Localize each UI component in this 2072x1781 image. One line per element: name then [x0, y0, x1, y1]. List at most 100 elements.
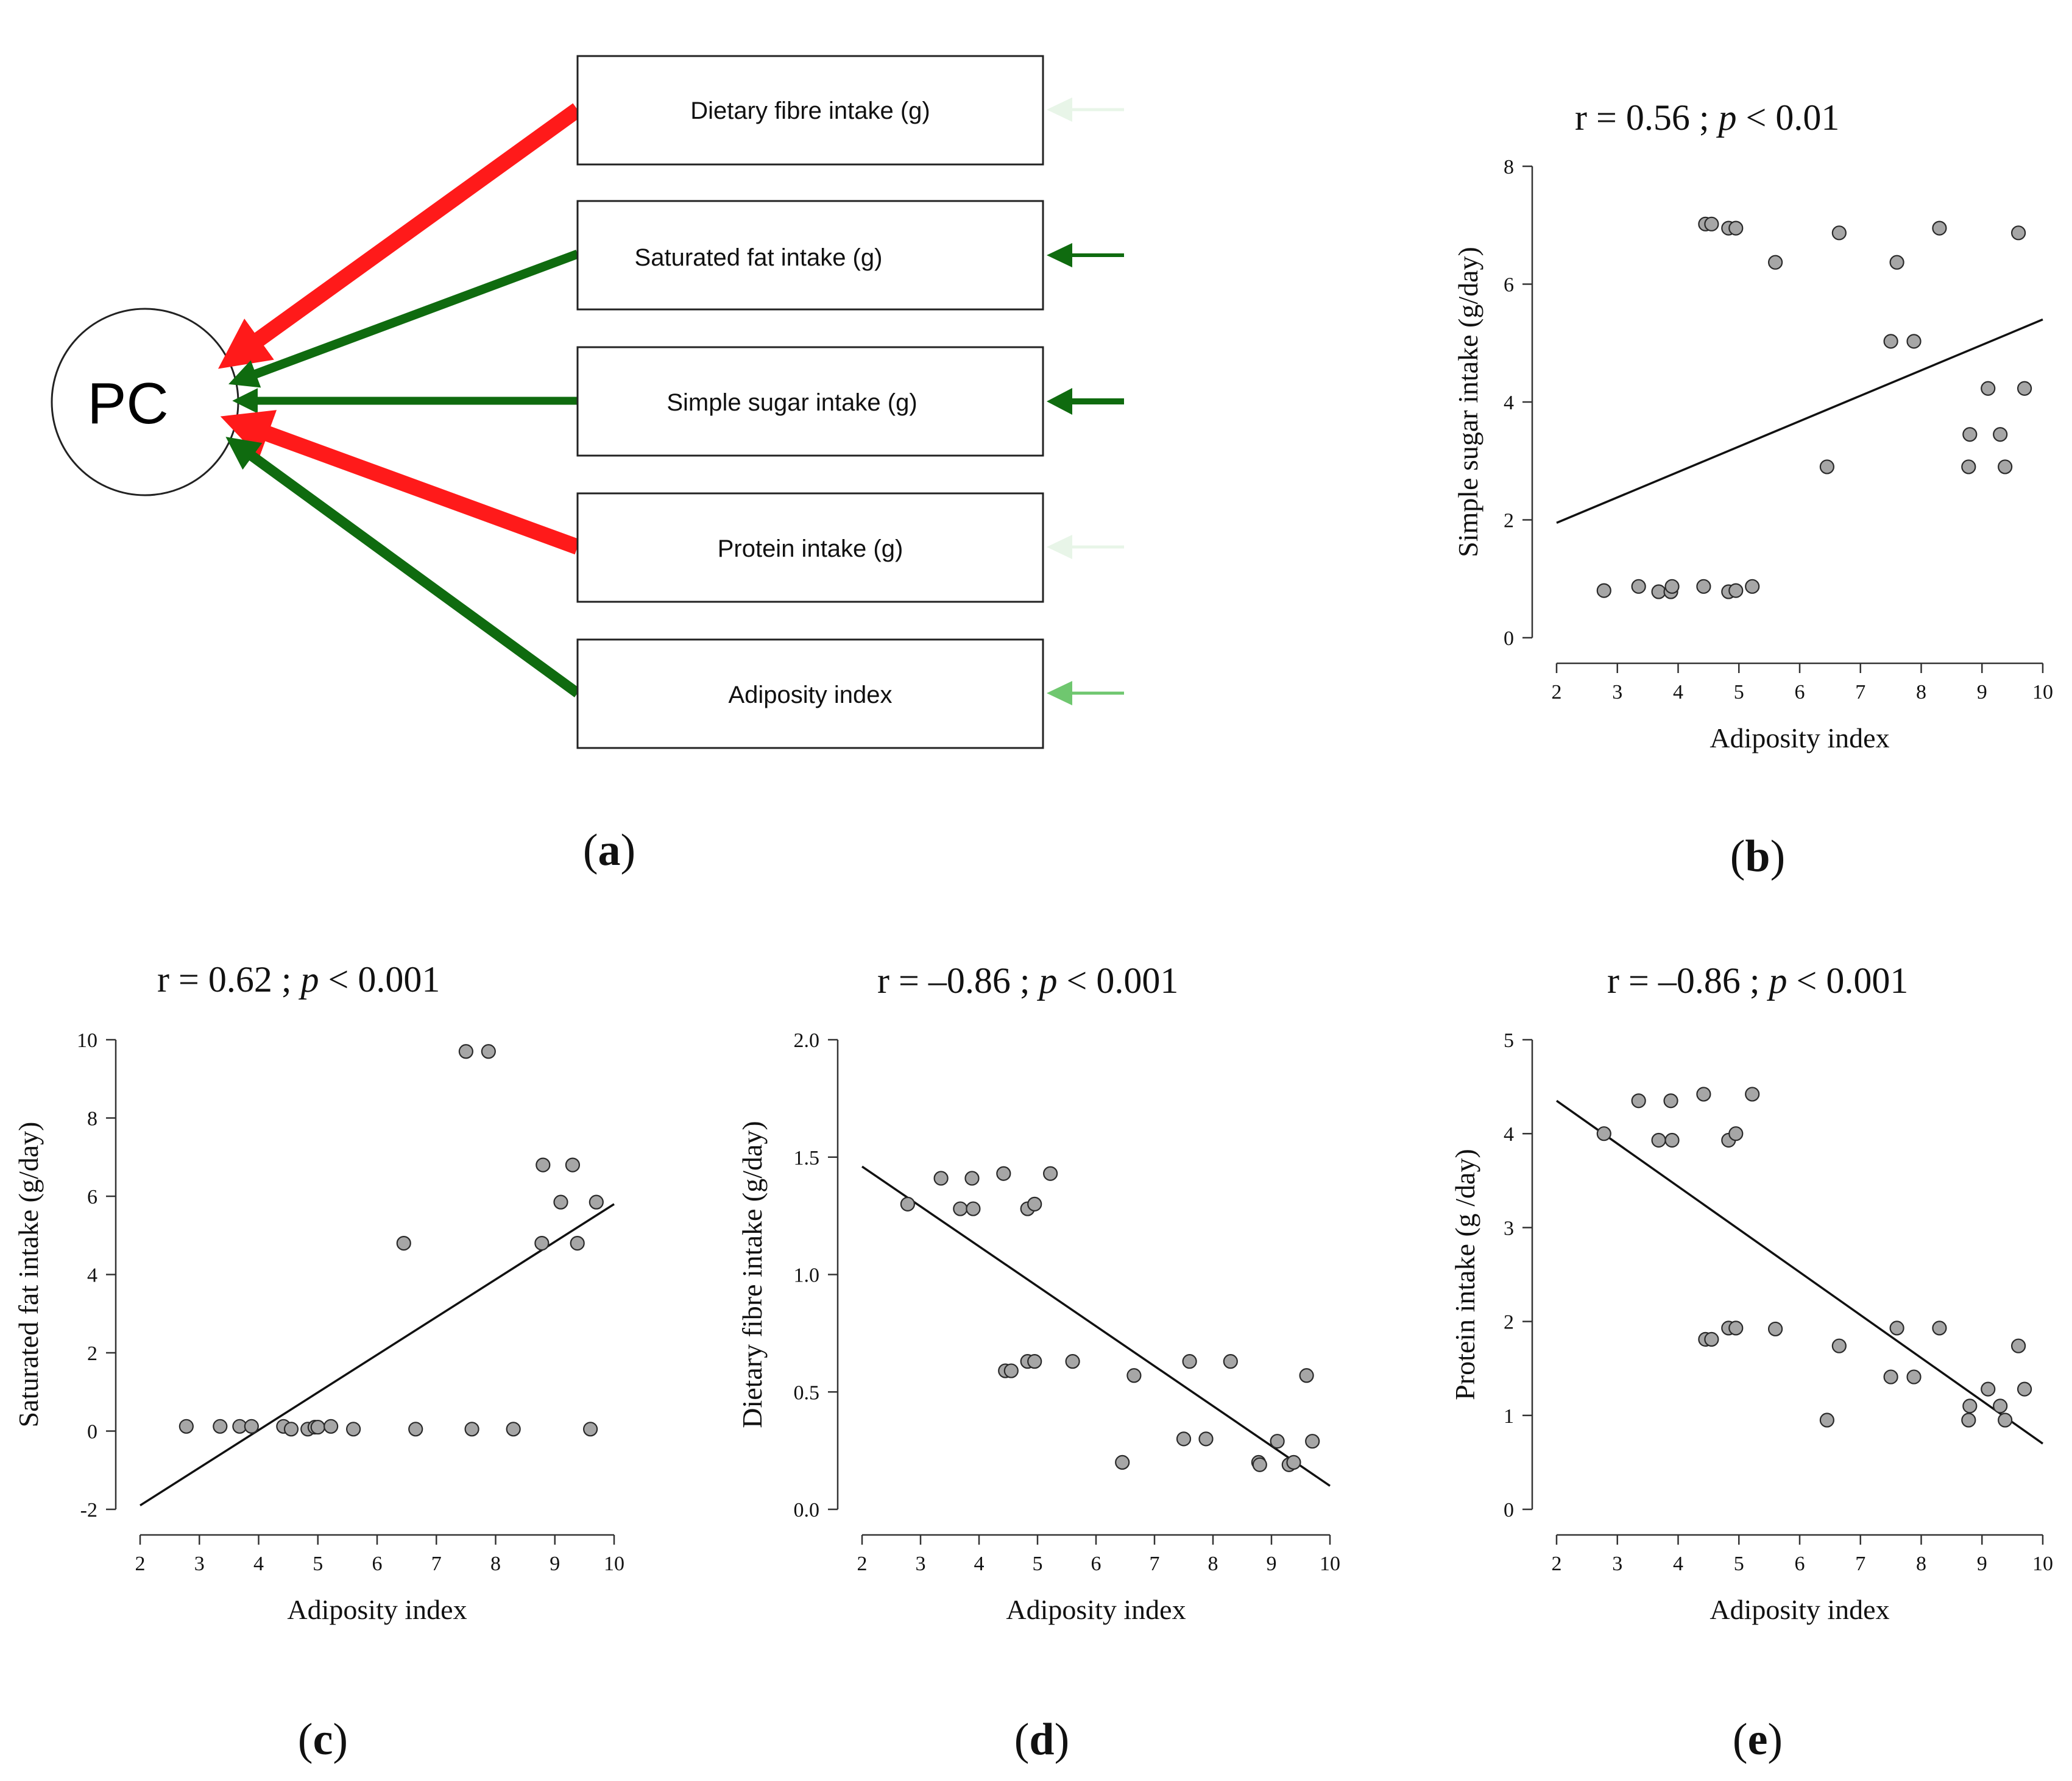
y-axis-label: Dietary fibre intake (g/day) [737, 1121, 768, 1428]
data-point [1299, 1368, 1314, 1383]
data-point [1696, 1087, 1711, 1102]
regression-line [140, 1203, 615, 1507]
x-tick-label: 7 [1150, 1553, 1160, 1575]
data-point [1998, 459, 2013, 474]
data-point [1305, 1434, 1320, 1449]
data-point [1993, 1398, 2008, 1414]
x-tick-label: 2 [135, 1553, 146, 1575]
y-tick-label: 6 [87, 1186, 97, 1208]
regression-line [1556, 318, 2043, 524]
data-point [310, 1419, 325, 1435]
data-point [1664, 1132, 1680, 1148]
data-point [1631, 579, 1646, 594]
x-tick-label: 5 [1734, 681, 1744, 704]
data-point [1270, 1434, 1285, 1449]
y-tick-label: 5 [1504, 1029, 1514, 1052]
scatter-panel-c: 2 3 4 5 6 7 8 9 10 -2 0 2 4 6 8 10 r = 0.62 ; p < 0.001 A… [13, 959, 624, 1765]
y-tick-label: 1 [1504, 1405, 1514, 1428]
data-point [2011, 225, 2026, 241]
data-point [506, 1422, 521, 1437]
data-point [1906, 1369, 1922, 1384]
data-point [2011, 1338, 2026, 1353]
pc-node-label: PC [87, 371, 168, 436]
x-tick-label: 5 [1033, 1553, 1043, 1575]
data-point [408, 1422, 423, 1437]
data-point [900, 1196, 915, 1211]
x-tick-label: 10 [2032, 1553, 2053, 1575]
data-point [1932, 220, 1947, 236]
x-tick-label: 2 [1552, 1553, 1562, 1575]
x-tick-label: 9 [1977, 681, 1987, 704]
scatter-panel-d: 2 3 4 5 6 7 8 9 10 0.0 0.5 1.0 1.5 2.0 r = –0.86 ; p <… [737, 961, 1340, 1765]
x-tick-label: 7 [1855, 1553, 1865, 1575]
data-point [953, 1201, 968, 1216]
box-protein: Protein intake (g) [576, 492, 1044, 603]
data-point [1043, 1166, 1058, 1181]
x-tick-label: 5 [313, 1553, 323, 1575]
chart-title: r = 0.62 ; p < 0.001 [157, 959, 440, 1000]
data-point [933, 1171, 949, 1186]
data-point [996, 1166, 1011, 1181]
data-point [1819, 459, 1834, 474]
box-label: Adiposity index [728, 682, 892, 708]
data-point [1728, 1126, 1744, 1141]
y-tick-label: 10 [77, 1029, 97, 1052]
data-point [213, 1419, 228, 1434]
data-point [589, 1194, 604, 1210]
chart-title: r = –0.86 ; p < 0.001 [877, 961, 1178, 1001]
data-point [179, 1419, 194, 1434]
data-point [570, 1235, 585, 1251]
data-point [1663, 1093, 1678, 1109]
x-tick-label: 3 [916, 1553, 926, 1575]
data-point [1223, 1354, 1238, 1369]
x-tick-label: 7 [431, 1553, 442, 1575]
data-point [283, 1422, 299, 1437]
x-tick-label: 6 [1091, 1553, 1101, 1575]
x-axis-label: Adiposity index [287, 1594, 467, 1625]
x-tick-label: 8 [1208, 1553, 1218, 1575]
in-arrow-adiposity [1047, 681, 1124, 705]
box-simple-sugar: Simple sugar intake (g) [576, 346, 1044, 457]
scatter-panel-e: 2 3 4 5 6 7 8 9 10 0 1 2 3 4 5 r = –0.86 ; p < 0.001 Adi… [1449, 961, 2053, 1765]
y-tick-label: 6 [1504, 274, 1514, 297]
panel-label-b: (b) [1730, 831, 1785, 881]
data-point [1631, 1093, 1646, 1109]
x-axis-label: Adiposity index [1710, 722, 1889, 753]
link-protein [220, 410, 581, 555]
data-point [536, 1157, 551, 1173]
scatter-panel-b: 2 3 4 5 6 7 8 9 10 0 2 4 6 8 r = 0.56 ; p < 0.01 Adipos… [1452, 97, 2053, 881]
data-point [1651, 1132, 1666, 1148]
data-point [1745, 1087, 1760, 1102]
data-point [1981, 381, 1996, 396]
data-point [1831, 225, 1847, 241]
pc-diagram: PC Dietary fibre intake (g) Saturated fa… [51, 55, 1124, 875]
x-tick-label: 5 [1734, 1553, 1744, 1575]
link-saturated-fat [228, 249, 579, 388]
data-point [1768, 255, 1783, 270]
data-point [1126, 1368, 1142, 1383]
y-tick-label: 0 [87, 1421, 97, 1444]
y-tick-label: 2 [1504, 510, 1514, 532]
x-tick-label: 8 [490, 1553, 501, 1575]
data-point [1962, 1398, 1978, 1414]
x-tick-label: 4 [1673, 1553, 1683, 1575]
x-tick-label: 4 [1673, 681, 1683, 704]
data-point [534, 1235, 550, 1251]
data-point [1993, 427, 2008, 442]
box-dietary-fibre: Dietary fibre intake (g) [576, 55, 1044, 166]
in-arrow-simple-sugar [1047, 388, 1124, 415]
data-point [966, 1201, 981, 1216]
box-adiposity: Adiposity index [576, 638, 1044, 749]
y-tick-label: 4 [1504, 1123, 1514, 1146]
y-tick-label: 8 [1504, 156, 1514, 178]
data-point [1768, 1321, 1783, 1337]
panel-label-d: (d) [1014, 1715, 1069, 1765]
data-point [1704, 1331, 1719, 1347]
data-point [1819, 1412, 1834, 1428]
data-point [1003, 1363, 1019, 1378]
y-tick-label: 8 [87, 1108, 97, 1130]
x-tick-label: 2 [1552, 681, 1562, 704]
data-point [1596, 1126, 1611, 1141]
